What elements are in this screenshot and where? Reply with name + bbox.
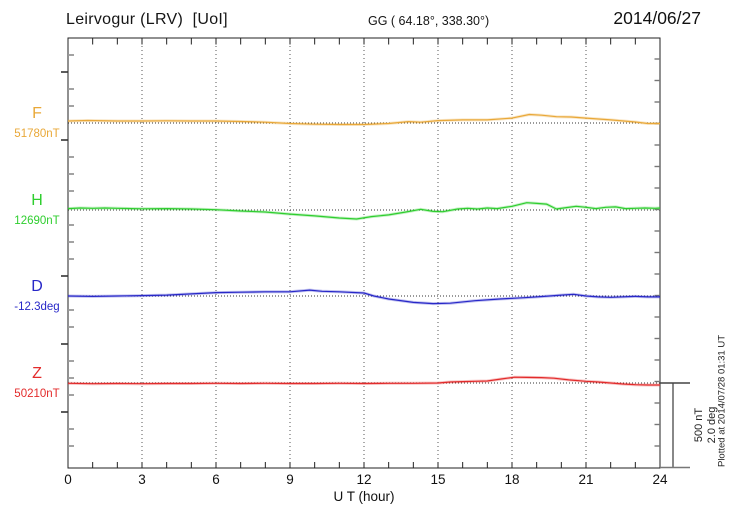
x-axis-title: U T (hour) (333, 489, 395, 504)
x-tick-label: 21 (578, 472, 594, 487)
channel-h-label: H (31, 192, 43, 209)
channel-f-label: F (32, 105, 42, 122)
scale-bar-label: 500 nT 2.0 deg (693, 407, 719, 444)
channel-h-value: 12690nT (14, 215, 60, 227)
x-tick-label: 24 (652, 472, 668, 487)
geographic-coordinates: GG ( 64.18°, 338.30°) (368, 14, 490, 28)
scale-nt-label: 500 nT (693, 407, 705, 443)
x-tick-label: 18 (504, 472, 520, 487)
channel-d-label: D (31, 278, 43, 295)
x-tick-label: 15 (430, 472, 446, 487)
channel-z-label: Z (32, 365, 42, 382)
channel-f-value: 51780nT (14, 128, 60, 140)
date-label: 2014/06/27 (613, 8, 701, 28)
channel-d-value: -12.3deg (14, 301, 60, 313)
x-tick-label: 3 (138, 472, 146, 487)
channel-z-value: 50210nT (14, 388, 60, 400)
x-tick-label: 0 (64, 472, 72, 487)
x-tick-label: 6 (212, 472, 220, 487)
x-tick-label: 12 (356, 472, 372, 487)
x-tick-label: 9 (286, 472, 294, 487)
plotted-timestamp: Plotted at 2014/07/28 01:31 UT (716, 334, 728, 468)
station-title: Leirvogur (LRV) [UoI] (66, 11, 228, 28)
